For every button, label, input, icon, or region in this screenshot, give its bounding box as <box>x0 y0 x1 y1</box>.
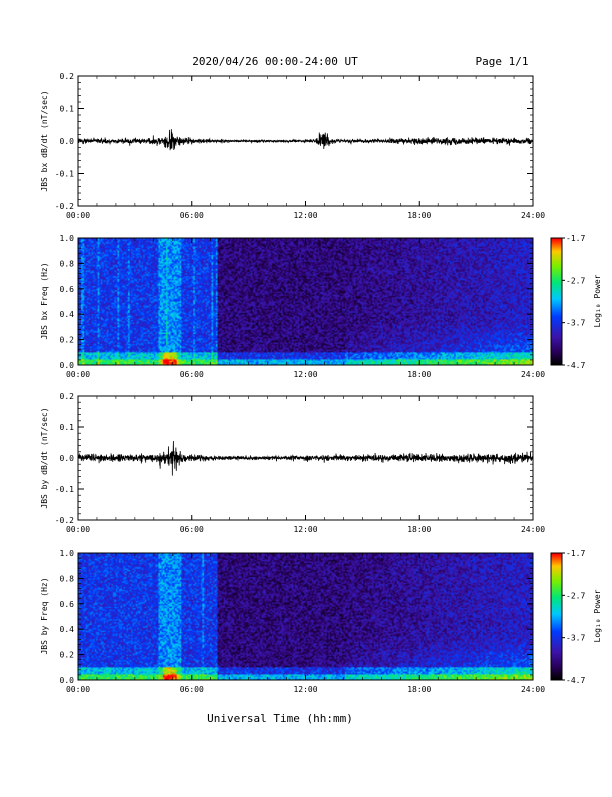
x-tick-label: 00:00 <box>66 370 90 379</box>
y-tick-label: 0.2 <box>60 651 75 660</box>
x-tick-label: 00:00 <box>66 685 90 694</box>
bx-wave-y-label: JBS bx dB/dt (nT/sec) <box>40 90 49 191</box>
y-tick-label: 0.8 <box>60 259 75 268</box>
x-tick-label: 12:00 <box>293 370 317 379</box>
y-tick-label: 0.6 <box>60 285 75 294</box>
colorbar-tick-label: -1.7 <box>566 549 585 558</box>
y-tick-label: 0.0 <box>60 676 75 685</box>
y-tick-label: 0.2 <box>60 392 75 401</box>
by-wave-x-axis: 00:00 06:00 12:00 18:00 24:00 <box>66 396 545 534</box>
x-axis-title: Universal Time (hh:mm) <box>207 712 353 725</box>
x-tick-label: 12:00 <box>293 685 317 694</box>
y-tick-label: 1.0 <box>60 234 75 243</box>
x-tick-label: 06:00 <box>180 525 204 534</box>
bx-wave-plot <box>77 129 534 151</box>
y-tick-label: 0.4 <box>60 310 75 319</box>
y-tick-label: 0.0 <box>60 137 75 146</box>
by-wave-y-axis: -0.2 -0.1 0.0 0.1 0.2 <box>55 392 533 525</box>
y-tick-label: 1.0 <box>60 549 75 558</box>
x-tick-label: 06:00 <box>180 685 204 694</box>
colorbar-tick-label: -4.7 <box>566 676 585 685</box>
colorbar-tick-label: -3.7 <box>566 634 585 643</box>
y-tick-label: 0.2 <box>60 336 75 345</box>
by-wave-plot <box>77 441 534 476</box>
by-spectrogram-image <box>78 553 533 680</box>
by-wave-y-label: JBS by dB/dt (nT/sec) <box>40 407 49 508</box>
by-colorbar-label: Log₁₀ Power <box>593 589 602 642</box>
x-tick-label: 18:00 <box>407 525 431 534</box>
x-tick-label: 24:00 <box>521 370 545 379</box>
bx-spectrogram-x-axis: 00:00 06:00 12:00 18:00 24:00 <box>66 238 545 379</box>
bx-spectrogram-y-axis: 0.0 0.2 0.4 0.6 0.8 1.0 <box>60 234 533 370</box>
colorbar-tick-label: -2.7 <box>566 591 585 600</box>
bx-spectrogram-panel: 0.0 0.2 0.4 0.6 0.8 1.0 00:00 06:00 12:00 18:00 2… <box>40 234 602 379</box>
y-tick-label: 0.6 <box>60 600 75 609</box>
x-tick-label: 24:00 <box>521 685 545 694</box>
colorbar-frame <box>550 237 563 366</box>
y-tick-label: 0.2 <box>60 72 75 81</box>
y-tick-label: -0.1 <box>55 170 74 179</box>
y-tick-label: 0.1 <box>60 105 75 114</box>
bx-wave-panel: -0.2 -0.1 0.0 0.1 0.2 00:00 06:00 12:00 18:00 24… <box>40 72 545 220</box>
bx-colorbar: -1.7 -2.7 -3.7 -4.7 <box>550 234 585 370</box>
by-spectrogram-x-axis: 00:00 06:00 12:00 18:00 24:00 <box>66 553 545 694</box>
by-wave-panel: -0.2 -0.1 0.0 0.1 0.2 00:00 06:00 12:00 18:00 24… <box>40 392 545 534</box>
waveform-trace <box>77 441 534 476</box>
y-tick-label: 0.0 <box>60 361 75 370</box>
colorbar-tick-label: -3.7 <box>566 319 585 328</box>
y-tick-label: -0.2 <box>55 202 74 211</box>
x-tick-label: 12:00 <box>293 211 317 220</box>
colorbar-tick-label: -4.7 <box>566 361 585 370</box>
colorbar-tick-label: -1.7 <box>566 234 585 243</box>
y-tick-label: 0.4 <box>60 625 75 634</box>
by-spectrogram-y-axis: 0.0 0.2 0.4 0.6 0.8 1.0 <box>60 549 533 685</box>
x-tick-label: 06:00 <box>180 211 204 220</box>
x-tick-label: 12:00 <box>293 525 317 534</box>
x-tick-label: 24:00 <box>521 525 545 534</box>
y-tick-label: -0.1 <box>55 485 74 494</box>
by-colorbar: -1.7 -2.7 -3.7 -4.7 <box>550 549 585 685</box>
y-tick-label: -0.2 <box>55 516 74 525</box>
colorbar-tick-label: -2.7 <box>566 276 585 285</box>
page-number: Page 1/1 <box>476 55 529 68</box>
date-range-title: 2020/04/26 00:00-24:00 UT <box>192 55 358 68</box>
bx-spectrogram-image <box>78 238 533 365</box>
y-tick-label: 0.8 <box>60 574 75 583</box>
x-tick-label: 18:00 <box>407 211 431 220</box>
x-tick-label: 18:00 <box>407 370 431 379</box>
bx-wave-y-axis: -0.2 -0.1 0.0 0.1 0.2 <box>55 72 533 211</box>
colorbar-gradient <box>551 238 562 365</box>
x-tick-label: 00:00 <box>66 211 90 220</box>
colorbar-frame <box>550 552 563 681</box>
bx-wave-x-axis: 00:00 06:00 12:00 18:00 24:00 <box>66 76 545 220</box>
by-spectrogram-panel: 0.0 0.2 0.4 0.6 0.8 1.0 00:00 06:00 12:00 18:00 2… <box>40 549 602 694</box>
by-spectrogram-y-label: JBS by Freq (Hz) <box>40 577 49 654</box>
bx-spectrogram-y-label: JBS bx Freq (Hz) <box>40 262 49 339</box>
waveform-trace <box>77 129 534 151</box>
x-tick-label: 06:00 <box>180 370 204 379</box>
colorbar-gradient <box>551 553 562 680</box>
y-tick-label: 0.0 <box>60 454 75 463</box>
bx-colorbar-label: Log₁₀ Power <box>593 274 602 327</box>
x-tick-label: 00:00 <box>66 525 90 534</box>
x-tick-label: 18:00 <box>407 685 431 694</box>
x-tick-label: 24:00 <box>521 211 545 220</box>
y-tick-label: 0.1 <box>60 423 75 432</box>
